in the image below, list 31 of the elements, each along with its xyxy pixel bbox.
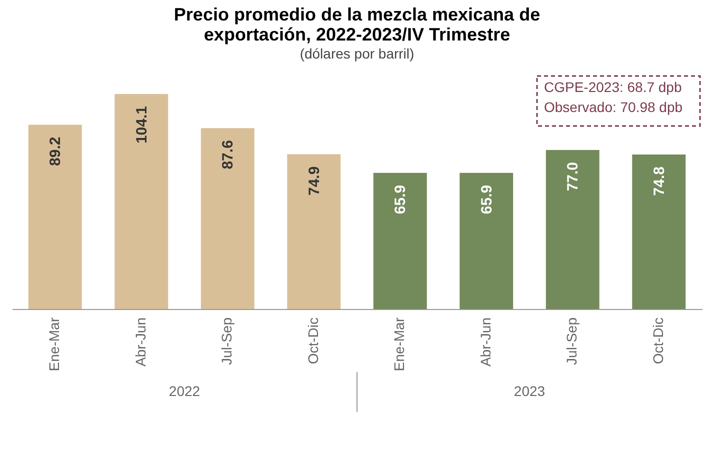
bar xyxy=(200,128,254,309)
data-label: 74.9 xyxy=(306,166,323,196)
x-tick-label: Oct-Dic xyxy=(650,318,666,364)
x-tick-label: Jul-Sep xyxy=(564,317,580,365)
bar xyxy=(114,94,168,309)
text: exportación, 2022-2023/IV Trimestre xyxy=(204,24,510,44)
bar xyxy=(287,154,341,309)
bar xyxy=(546,150,600,309)
x-tick-label: Oct-Dic xyxy=(304,318,321,364)
data-label: 104.1 xyxy=(133,106,150,144)
annotation: CGPE-2023: 68.7 dpb xyxy=(544,79,682,95)
text: Precio promedio de la mezcla mexicana de xyxy=(174,4,540,24)
text: 2022 xyxy=(168,383,200,399)
annotation: Observado: 70.98 dpb xyxy=(544,99,683,115)
x-tick-label: Ene-Mar xyxy=(46,317,62,372)
bar xyxy=(28,124,82,309)
data-label: 65.9 xyxy=(392,184,410,214)
x-tick-label: Abr-Jun xyxy=(132,318,148,367)
x-tick-label: Abr-Jun xyxy=(477,318,494,367)
data-label: 74.8 xyxy=(650,166,668,196)
data-label: 87.6 xyxy=(220,140,237,170)
data-label: 77.0 xyxy=(564,162,582,192)
bar xyxy=(460,172,514,309)
x-tick-label: Jul-Sep xyxy=(218,317,235,365)
chart-subtitle: (dólares por barril) xyxy=(300,45,414,62)
bar xyxy=(373,172,427,309)
x-tick-label: Ene-Mar xyxy=(391,317,408,372)
data-label: 65.9 xyxy=(478,184,496,214)
data-label: 89.2 xyxy=(47,136,64,166)
bar xyxy=(632,154,686,309)
text: 2023 xyxy=(514,383,546,399)
